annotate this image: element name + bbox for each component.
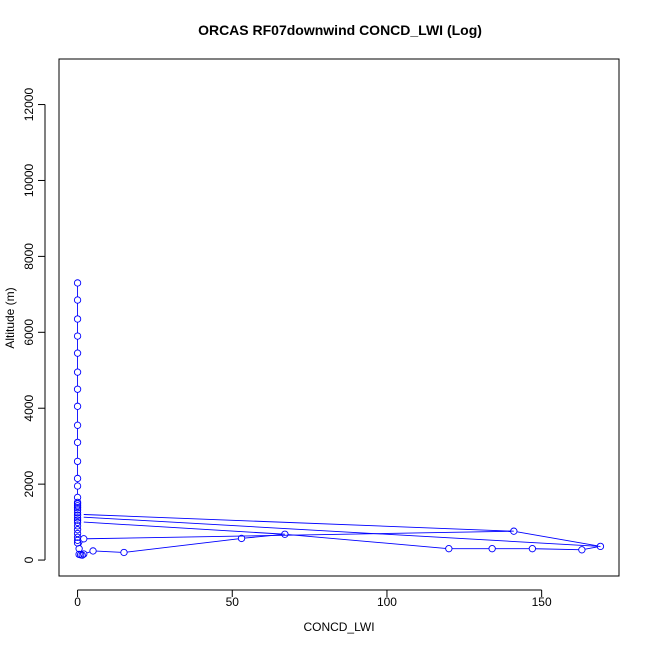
data-point <box>281 530 289 538</box>
series-line-segment <box>244 534 282 539</box>
data-point <box>78 551 86 559</box>
data-point <box>73 511 82 519</box>
data-point <box>73 332 82 340</box>
y-tick-label: 4000 <box>22 395 36 422</box>
series-line-segment <box>83 516 601 547</box>
data-point <box>73 508 82 517</box>
data-point <box>488 545 496 553</box>
data-point <box>237 534 246 543</box>
series-line-segment <box>584 546 598 550</box>
x-tick-label: 50 <box>226 595 240 609</box>
data-point <box>80 550 88 558</box>
data-point <box>73 522 82 530</box>
data-point <box>73 315 82 323</box>
x-axis: 0 50 100 150 <box>74 589 552 609</box>
data-point <box>73 421 82 429</box>
y-axis: 0 2000 4000 6000 8000 10000 12000 <box>22 88 46 563</box>
y-tick-label: 8000 <box>22 243 36 270</box>
data-point <box>73 385 82 393</box>
y-tick-label: 6000 <box>22 319 36 346</box>
data-point <box>73 516 82 524</box>
data-point <box>73 529 82 538</box>
x-axis-label: CONCD_LWI <box>303 620 374 634</box>
data-point <box>73 279 82 287</box>
series-line-segment <box>535 548 579 551</box>
data-point <box>445 545 453 553</box>
data-point <box>80 535 88 543</box>
y-tick-label: 12000 <box>22 88 36 122</box>
data-point <box>73 506 82 514</box>
y-tick-label: 0 <box>22 556 36 563</box>
data-point <box>120 548 128 557</box>
data-point <box>89 547 97 555</box>
data-point <box>73 514 82 522</box>
data-point <box>73 457 82 466</box>
series-line-segment <box>83 514 514 532</box>
series-line-segment <box>86 530 511 540</box>
data-point <box>510 527 518 535</box>
series-line-segment <box>83 521 285 535</box>
data-point <box>73 349 82 357</box>
chart-title: ORCAS RF07downwind CONCD_LWI (Log) <box>198 22 482 38</box>
plot-frame <box>58 58 620 577</box>
series-line-segment <box>96 550 121 553</box>
series-line-segment <box>516 531 598 547</box>
y-tick-label: 2000 <box>22 470 36 497</box>
series-layer <box>77 286 601 554</box>
x-tick-label: 0 <box>74 595 81 609</box>
data-point <box>73 482 82 490</box>
x-tick-label: 150 <box>532 595 552 609</box>
data-point <box>596 542 605 551</box>
series-line-segment <box>288 534 446 549</box>
data-point <box>73 296 82 304</box>
marker-layer <box>73 279 605 559</box>
data-point <box>578 546 586 554</box>
data-point <box>73 526 82 534</box>
y-tick-label: 10000 <box>22 163 36 197</box>
data-point <box>73 368 82 376</box>
data-point <box>73 402 82 410</box>
data-point <box>73 474 82 483</box>
series-line-segment <box>86 551 91 554</box>
data-point <box>73 518 82 527</box>
data-point <box>73 504 82 512</box>
x-tick-label: 100 <box>377 595 397 609</box>
y-axis-label: Altitude (m) <box>3 287 17 348</box>
series-line-segment <box>127 538 239 553</box>
series-line-segment <box>80 541 83 546</box>
data-point <box>73 438 82 447</box>
data-point <box>528 545 537 553</box>
